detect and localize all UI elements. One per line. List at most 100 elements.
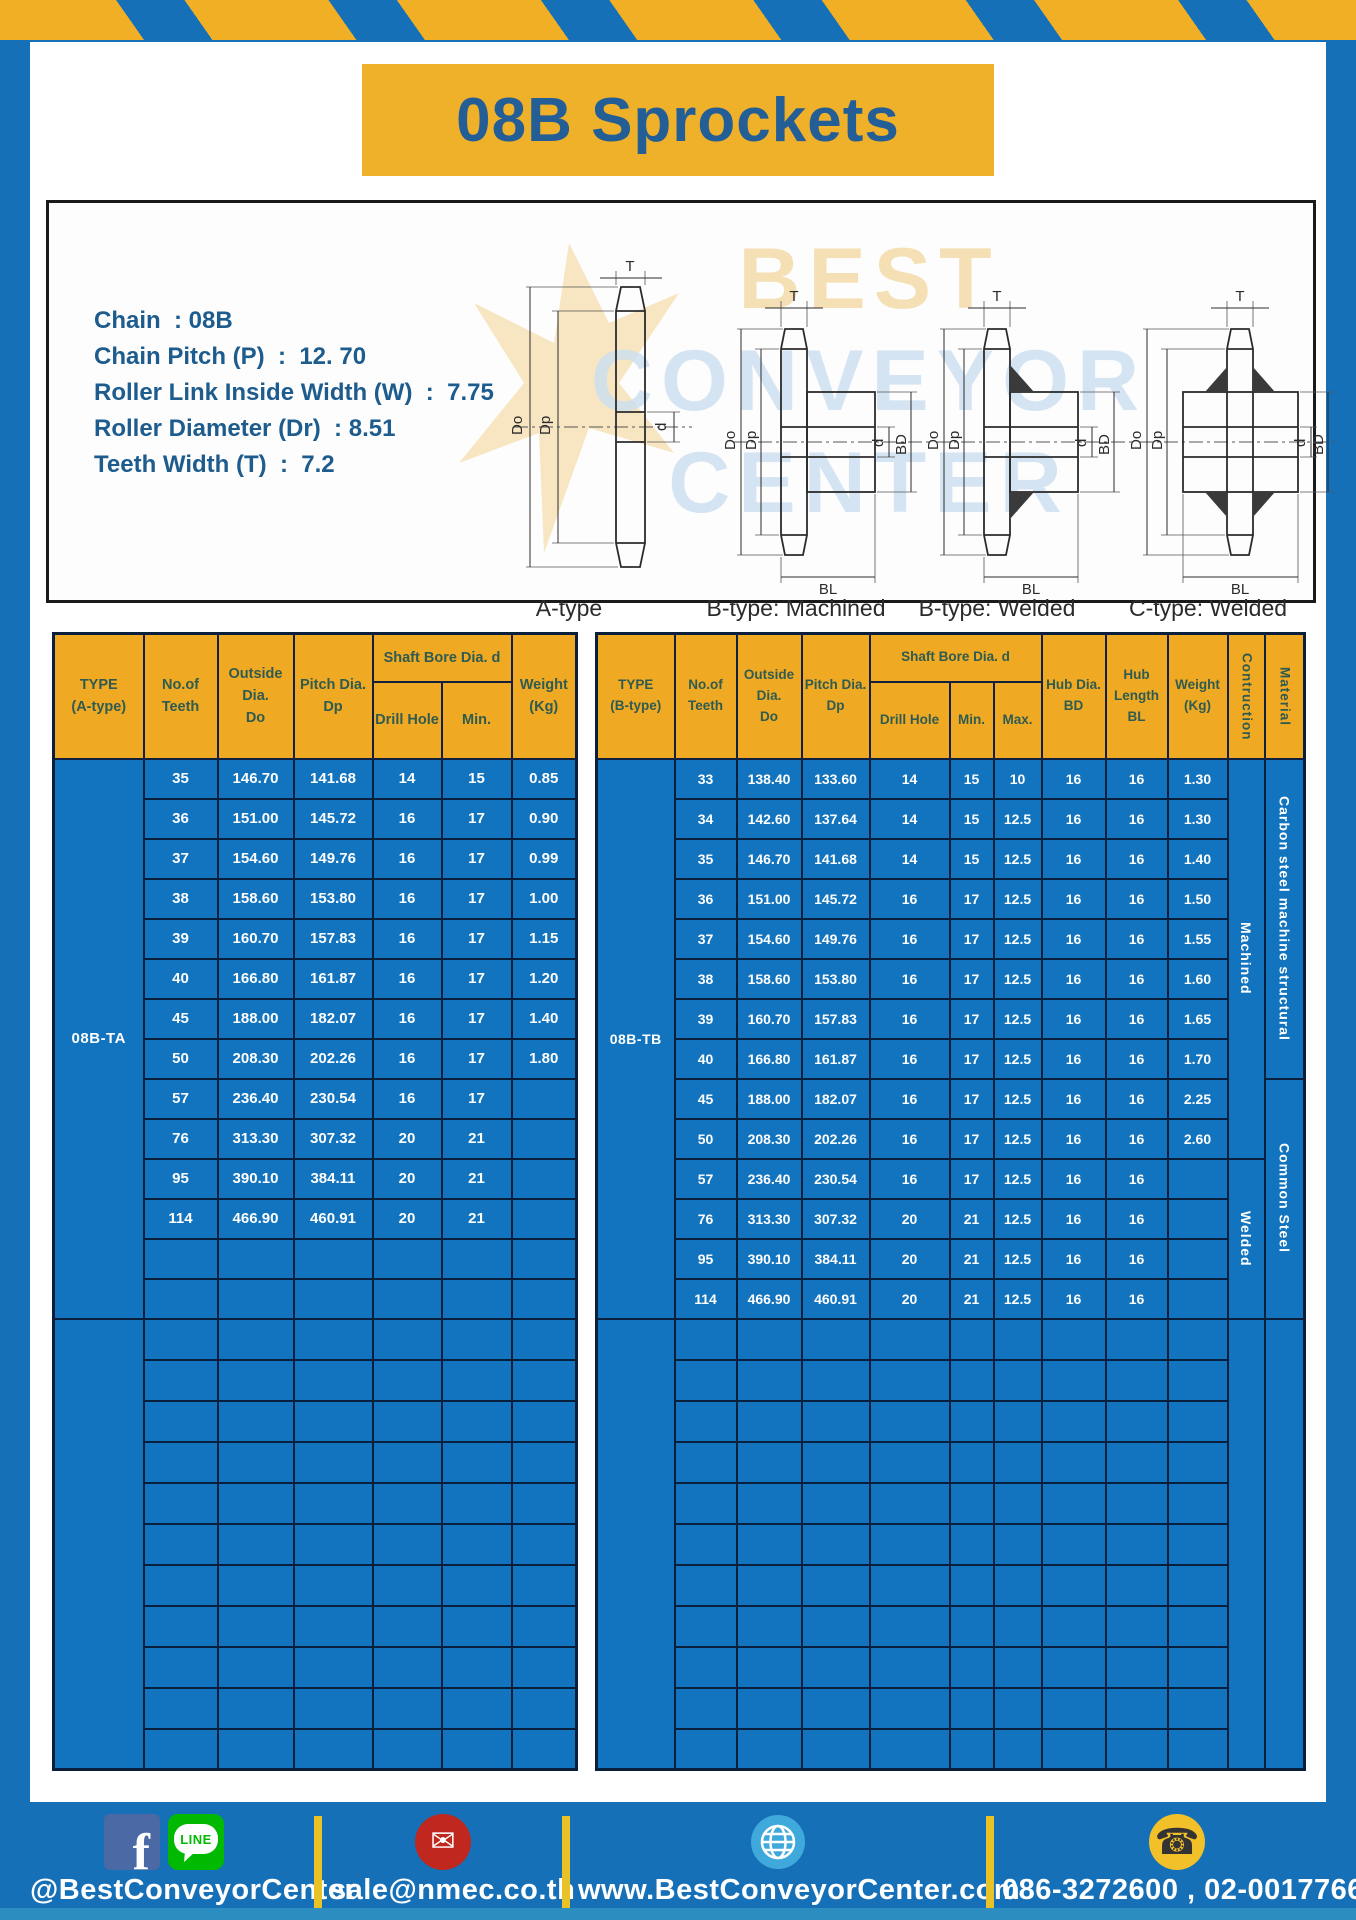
table-cell: 17: [948, 1077, 995, 1120]
table-cell: [735, 1317, 803, 1361]
table-row: [54, 1440, 578, 1484]
table-cell: 17: [440, 957, 513, 1000]
table-cell: [292, 1727, 374, 1771]
table-cell: 1.00: [510, 877, 578, 920]
table-cell: 12.5: [992, 1157, 1043, 1200]
col-header-min: Min.: [440, 680, 513, 760]
table-cell: [868, 1317, 951, 1361]
type-cell: 08B-TA: [52, 757, 145, 1320]
table-cell: 20: [371, 1197, 443, 1240]
diagram-c-type-welded: T Do Dp d BD BL: [1131, 288, 1337, 597]
table-row: 39 160.70 157.83 16 17 12.5 16 16 1.65: [597, 997, 1305, 1040]
table-cell: 21: [440, 1157, 513, 1200]
footer-email-icons: ✉: [330, 1812, 556, 1872]
table-row: [597, 1440, 1305, 1484]
table-row: [595, 1317, 1306, 1771]
table-cell: 1.65: [1166, 997, 1229, 1040]
table-cell: [292, 1686, 374, 1730]
table-cell: 16: [868, 1077, 951, 1120]
envelope-glyph: ✉: [430, 1825, 456, 1858]
table-cell: 20: [868, 1197, 951, 1240]
table-cell: [1040, 1399, 1107, 1443]
table-row: 40 166.80 161.87 16 17 1.20: [54, 957, 578, 1000]
table-cell: [440, 1645, 513, 1689]
table-cell: 17: [948, 1157, 995, 1200]
table-cell: [948, 1440, 995, 1484]
table-cell: 16: [868, 917, 951, 960]
table-cell: 16: [371, 997, 443, 1040]
table-cell: [800, 1481, 871, 1525]
table-cell: [292, 1358, 374, 1402]
col-header-pitch-dia: Pitch Dia. Dp: [292, 632, 374, 760]
col-header-pitch-dia: Pitch Dia. Dp: [800, 632, 871, 760]
table-cell: [1166, 1563, 1229, 1607]
table-cell: [868, 1604, 951, 1648]
table-cell: 460.91: [800, 1277, 871, 1320]
table-row: [597, 1727, 1305, 1771]
table-cell: [868, 1358, 951, 1402]
table-cell: 16: [1040, 1197, 1107, 1240]
footer-social-group: f LINE @BestConveyorCenter: [30, 1812, 356, 1907]
table-cell: 2.25: [1166, 1077, 1229, 1120]
table-cell: [868, 1686, 951, 1730]
hazard-stripe-bar: [0, 0, 1356, 40]
table-cell: 1.30: [1166, 757, 1229, 800]
table-cell: [292, 1563, 374, 1607]
table-cell: [673, 1727, 738, 1771]
table-cell: [510, 1481, 578, 1525]
table-cell: 1.70: [1166, 1037, 1229, 1080]
table-cell: 12.5: [992, 797, 1043, 840]
chain-specs: Chain : 08B Chain Pitch (P) : 12. 70 Rol…: [94, 303, 494, 483]
table-row: [54, 1399, 578, 1443]
table-cell: [510, 1317, 578, 1361]
table-cell: 460.91: [292, 1197, 374, 1240]
table-cell: [992, 1481, 1043, 1525]
table-cell: 17: [440, 1077, 513, 1120]
email-icon: ✉: [415, 1814, 471, 1870]
table-cell: [142, 1604, 219, 1648]
table-cell: [1166, 1237, 1229, 1280]
table-cell: [216, 1727, 295, 1771]
table-cell: 50: [673, 1117, 738, 1160]
table-cell: 21: [948, 1237, 995, 1280]
table-cell: [673, 1604, 738, 1648]
table-cell: [142, 1481, 219, 1525]
table-row: 45 188.00 182.07 16 17 12.5 16 16 2.25 Common Ste…: [597, 1077, 1306, 1320]
table-cell: 21: [948, 1277, 995, 1320]
table-cell: 1.80: [510, 1037, 578, 1080]
type-cell: 08B-TB: [595, 757, 676, 1320]
table-cell: [371, 1563, 443, 1607]
col-header-teeth: No.of Teeth: [673, 632, 738, 760]
table-cell: [948, 1317, 995, 1361]
material-cell: Common Steel: [1263, 1077, 1306, 1320]
table-cell: 38: [142, 877, 219, 920]
table-cell: 40: [673, 1037, 738, 1080]
table-cell: [800, 1645, 871, 1689]
table-cell: [868, 1440, 951, 1484]
table-cell: [216, 1317, 295, 1361]
table-cell: 16: [1104, 1197, 1169, 1240]
table-cell: 133.60: [800, 757, 871, 800]
facebook-icon: f: [104, 1814, 160, 1881]
table-cell: [1104, 1645, 1169, 1689]
table-cell: [992, 1686, 1043, 1730]
table-cell: [735, 1727, 803, 1771]
table-row: 114 466.90 460.91 20 21 12.5 16 16: [597, 1277, 1305, 1320]
table-row: [54, 1358, 578, 1402]
table-cell: 16: [868, 957, 951, 1000]
table-cell: [800, 1358, 871, 1402]
table-cell: [142, 1645, 219, 1689]
table-cell: 16: [1040, 757, 1107, 800]
table-cell: 384.11: [800, 1237, 871, 1280]
construction-cell: [1226, 1317, 1266, 1771]
table-cell: [948, 1481, 995, 1525]
table-cell: 166.80: [216, 957, 295, 1000]
table-cell: 466.90: [735, 1277, 803, 1320]
table-cell: [371, 1358, 443, 1402]
table-cell: 236.40: [216, 1077, 295, 1120]
line-icon: LINE: [168, 1814, 224, 1870]
table-cell: [673, 1522, 738, 1566]
footer-divider: [314, 1816, 322, 1908]
table-cell: 16: [371, 1037, 443, 1080]
table-row: 08B-TA 35 146.70 141.68 14 15 0.85: [52, 757, 578, 1320]
